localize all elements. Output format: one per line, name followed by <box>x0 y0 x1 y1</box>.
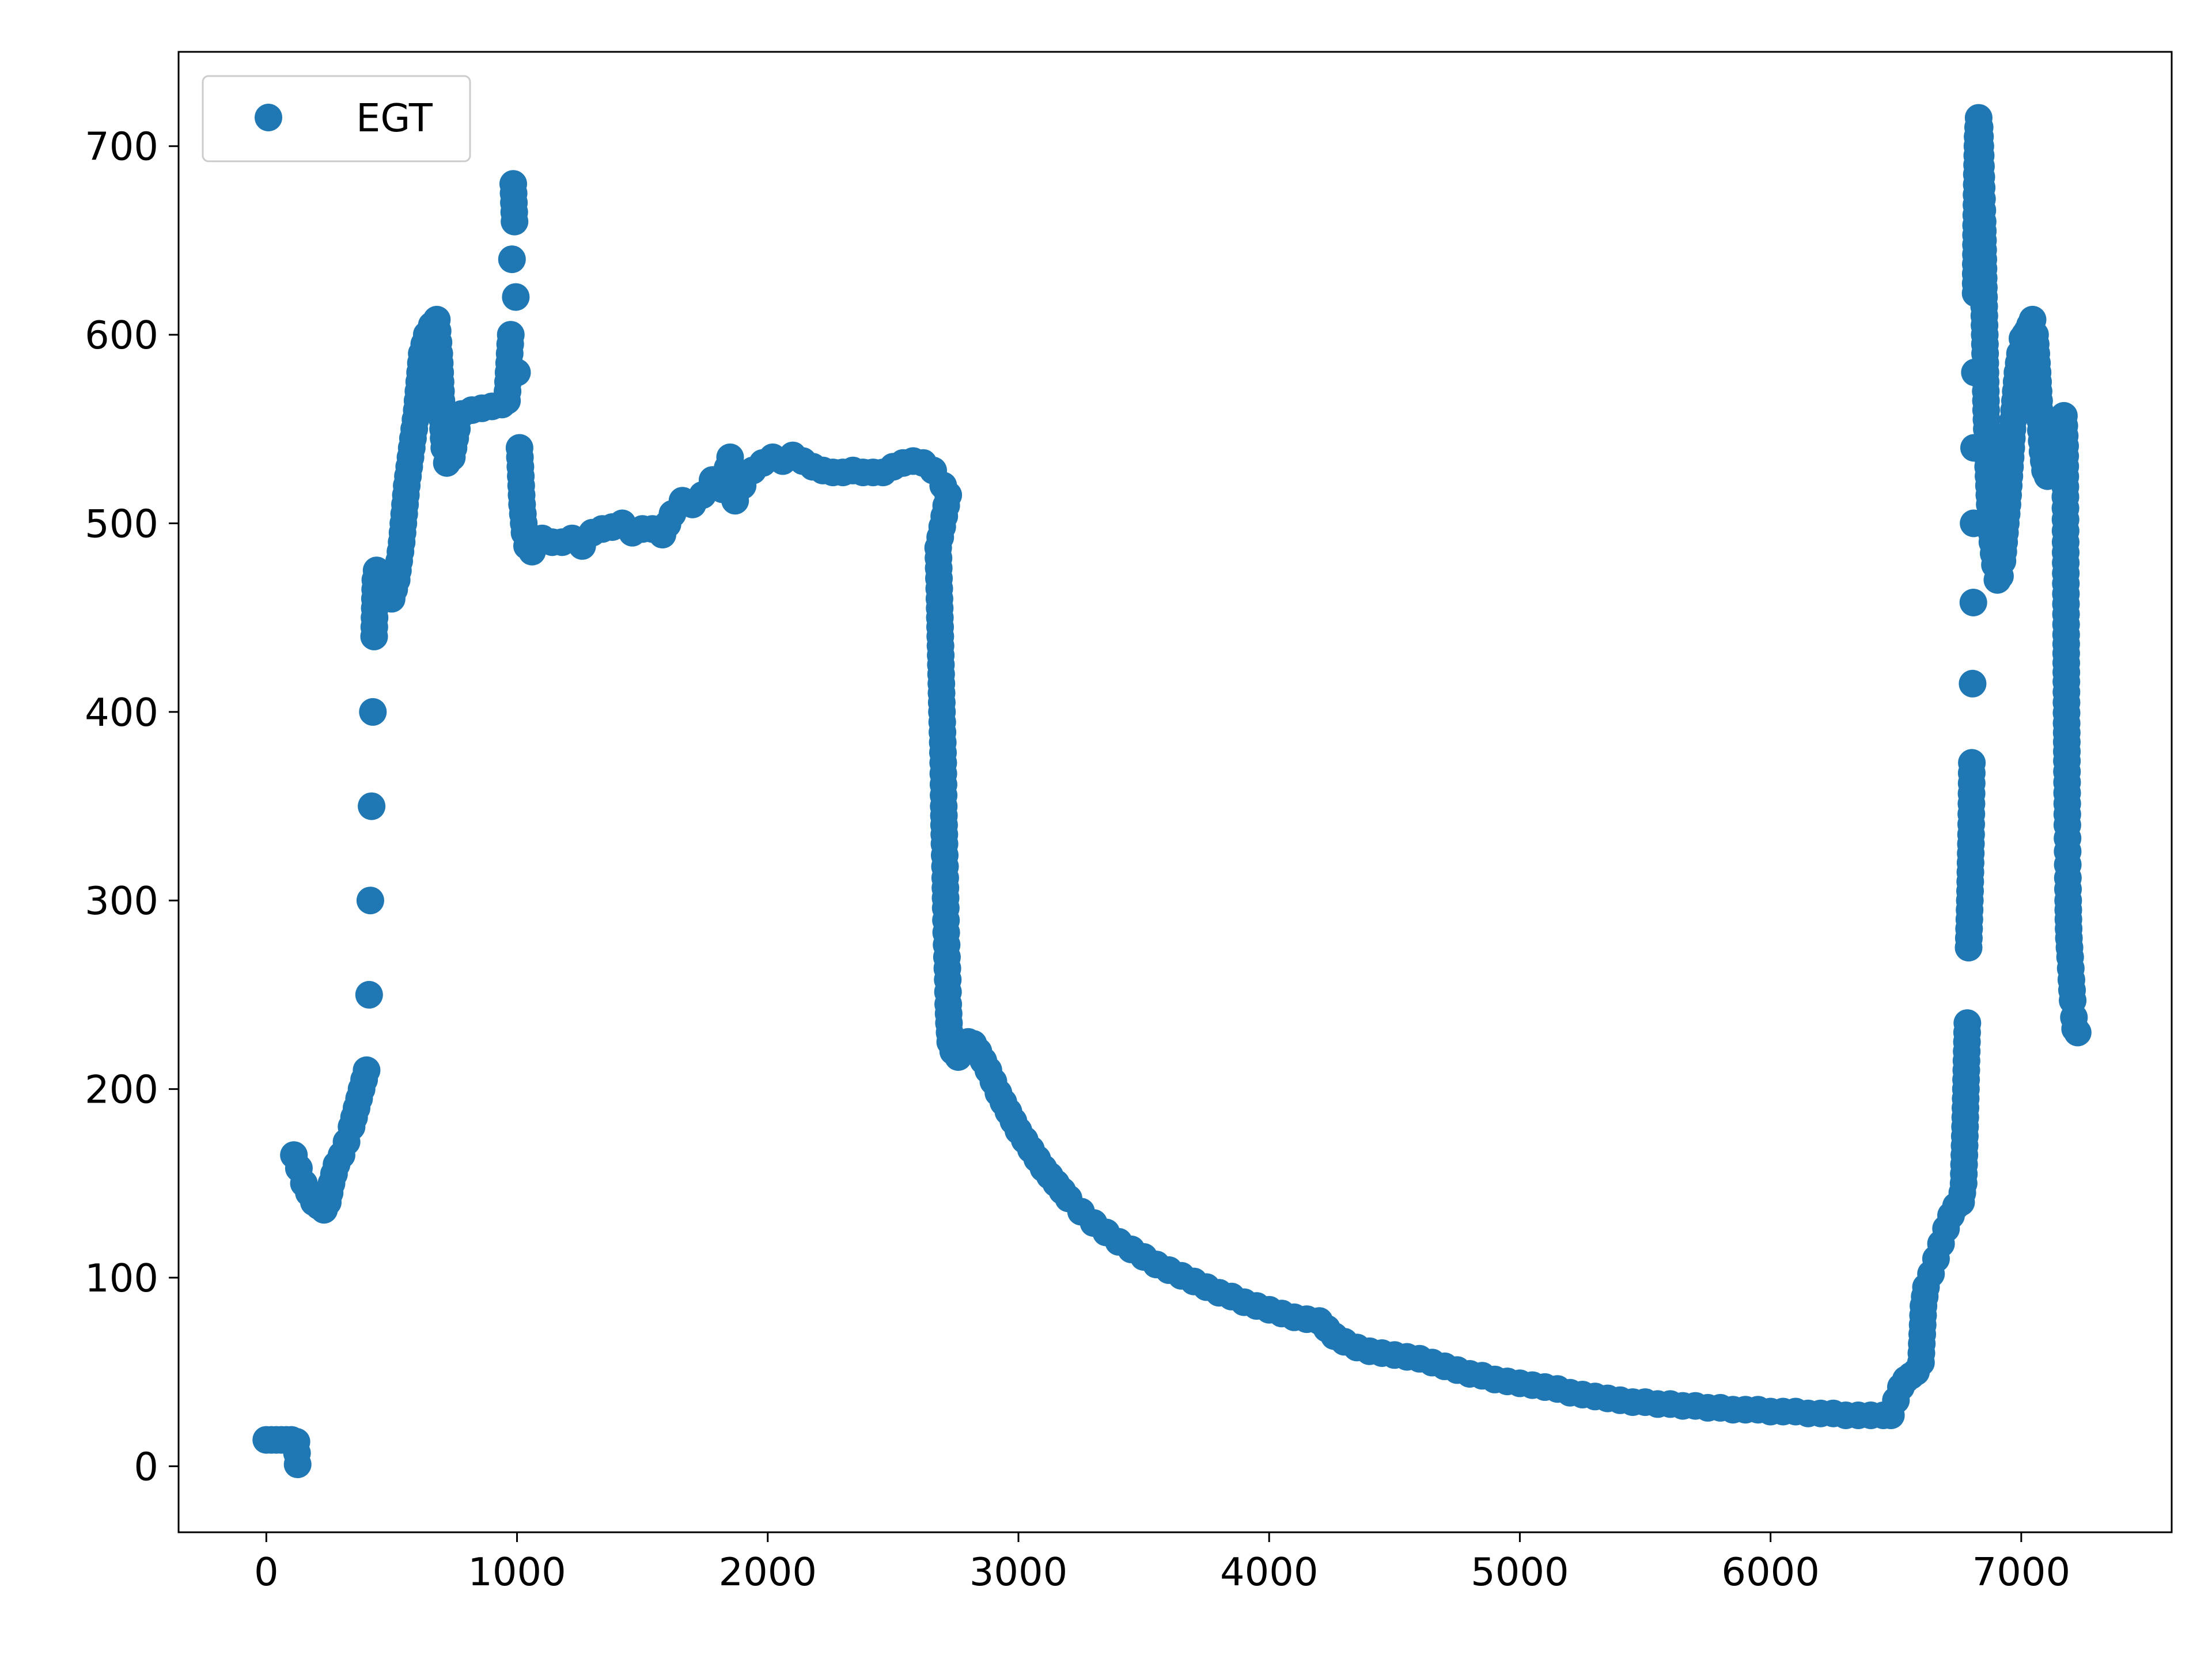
data-point <box>502 283 530 311</box>
data-point <box>283 1450 312 1479</box>
data-point <box>497 321 525 349</box>
data-point <box>359 698 387 726</box>
plot-frame <box>177 51 2173 1533</box>
data-point <box>501 207 529 236</box>
x-tick-label: 5000 <box>1471 1550 1569 1594</box>
y-tick-label: 200 <box>85 1067 158 1112</box>
legend: EGT <box>202 75 471 162</box>
data-point <box>1958 749 1986 777</box>
x-tick-label: 2000 <box>719 1550 817 1594</box>
y-tick-label: 100 <box>85 1256 158 1301</box>
data-point <box>1959 589 1987 616</box>
x-tick-label: 0 <box>254 1550 279 1594</box>
data-point <box>1959 669 1987 698</box>
data-point <box>356 887 384 915</box>
legend-box <box>202 75 471 162</box>
data-point <box>355 980 383 1009</box>
x-tick-label: 3000 <box>969 1550 1068 1594</box>
data-point <box>2063 1018 2092 1047</box>
y-tick-label: 600 <box>85 313 158 358</box>
x-tick-label: 6000 <box>1721 1550 1820 1594</box>
x-tick-label: 4000 <box>1220 1550 1319 1594</box>
y-tick-label: 700 <box>85 124 158 169</box>
plot-area <box>179 52 2172 1532</box>
y-tick-label: 500 <box>85 501 158 546</box>
data-point <box>498 245 526 274</box>
legend-marker-egt <box>255 104 282 131</box>
x-tick-label: 7000 <box>1972 1550 2071 1594</box>
x-tick-label: 1000 <box>468 1550 566 1594</box>
y-tick-label: 400 <box>85 690 158 735</box>
y-axis: 0 100 200 300 400 500 600 700 <box>85 124 179 1489</box>
data-point <box>1953 1009 1982 1037</box>
x-axis: 0 1000 2000 3000 4000 5000 6000 7000 <box>254 1532 2070 1594</box>
data-point <box>353 1056 381 1084</box>
y-tick-label: 0 <box>134 1444 158 1489</box>
data-point <box>358 792 386 820</box>
data-point <box>503 358 531 387</box>
y-tick-label: 300 <box>85 878 158 923</box>
legend-label-egt: EGT <box>356 96 433 141</box>
data-points <box>252 104 2092 1479</box>
